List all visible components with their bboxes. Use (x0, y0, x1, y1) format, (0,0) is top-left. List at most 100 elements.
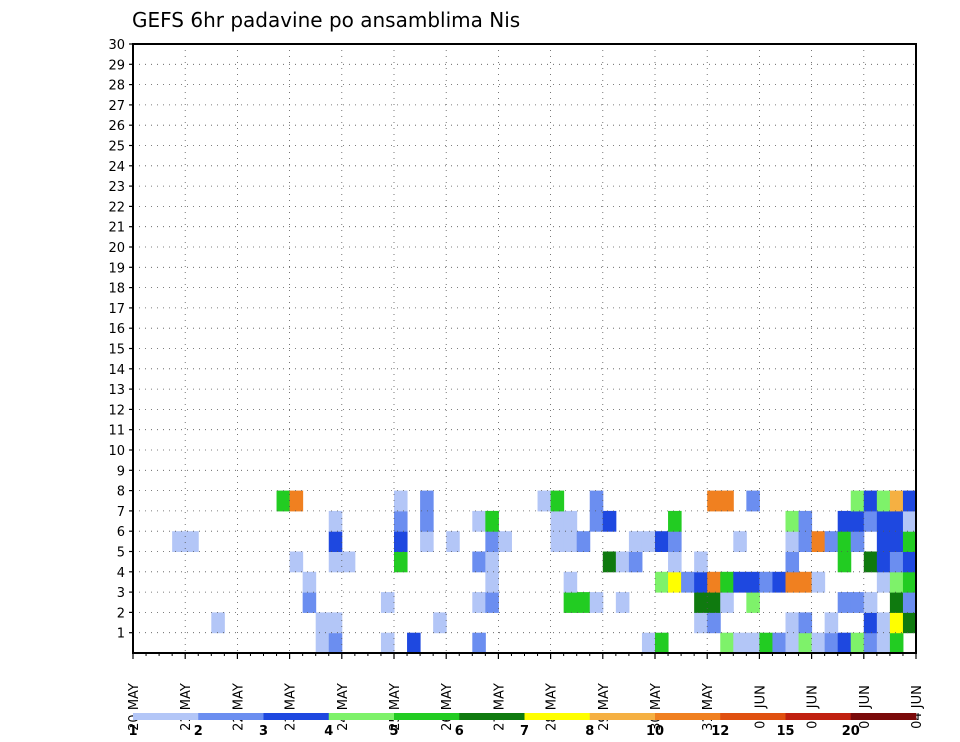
y-tick-label: 5 (117, 546, 125, 561)
y-tick-label: 28 (108, 79, 125, 94)
heatmap-cell (902, 551, 917, 573)
legend-label: 12 (711, 724, 729, 739)
y-tick-label: 2 (117, 606, 125, 621)
heatmap-cell (824, 531, 839, 552)
heatmap-cell (589, 510, 604, 532)
heatmap-cell (576, 531, 591, 552)
heatmap-cell (328, 551, 343, 573)
chart-title: GEFS 6hr padavine po ansamblima Nis (132, 8, 520, 32)
heatmap-cell (798, 510, 813, 532)
heatmap-cell (472, 632, 486, 654)
legend-swatch (589, 713, 656, 720)
heatmap-cell (902, 571, 917, 593)
heatmap-cell (681, 571, 695, 593)
y-tick-label: 25 (108, 140, 125, 155)
y-tick-label: 12 (108, 403, 125, 418)
heatmap-cell (420, 490, 434, 512)
heatmap-cell (837, 531, 852, 552)
heatmap-cells (172, 490, 917, 654)
y-tick-label: 4 (117, 566, 125, 581)
legend-label: 6 (455, 724, 464, 739)
y-tick-label: 16 (108, 322, 125, 337)
heatmap-cell (394, 551, 408, 573)
heatmap-cell (720, 571, 734, 593)
legend-swatch (263, 713, 330, 720)
x-tick-label: 26 MAY (440, 683, 455, 731)
heatmap-cell (798, 632, 813, 654)
heatmap-cell (902, 531, 917, 552)
heatmap-cell (589, 592, 604, 613)
heatmap-cell (628, 531, 643, 552)
x-tick-label: 24 MAY (336, 683, 351, 731)
heatmap-cell (759, 632, 773, 654)
heatmap-cell (824, 632, 839, 654)
heatmap-cell (328, 531, 343, 552)
y-tick-label: 24 (108, 160, 125, 175)
y-tick-label: 27 (108, 99, 125, 114)
legend-swatch (198, 713, 264, 720)
legend-label: 15 (776, 724, 794, 739)
heatmap-cell (341, 551, 356, 573)
heatmap-cell (498, 531, 512, 552)
heatmap-cell (889, 612, 904, 634)
heatmap-cell (850, 510, 865, 532)
x-tick-label: 23 MAY (284, 683, 299, 731)
heatmap-cell (302, 571, 317, 593)
x-tick-label: 21 MAY (179, 683, 194, 731)
heatmap-cell (902, 592, 917, 613)
y-tick-label: 3 (117, 586, 125, 601)
heatmap-cell (394, 510, 408, 532)
heatmap-cell (889, 632, 904, 654)
heatmap-cell (863, 612, 878, 634)
heatmap-cell (694, 571, 708, 593)
heatmap-cell (472, 592, 486, 613)
heatmap-cell (785, 632, 800, 654)
heatmap-cell (850, 490, 865, 512)
heatmap-cell (850, 531, 865, 552)
legend-label: 3 (259, 724, 268, 739)
heatmap-cell (485, 510, 499, 532)
heatmap-cell (785, 531, 800, 552)
heatmap-cell (863, 510, 878, 532)
heatmap-cell (746, 592, 760, 613)
heatmap-cell (550, 531, 565, 552)
x-tick-label: 28 MAY (545, 683, 560, 731)
heatmap-cell (811, 571, 826, 593)
heatmap-cell (837, 632, 852, 654)
heatmap-cell (628, 551, 643, 573)
heatmap-cell (785, 510, 800, 532)
heatmap-cell (889, 571, 904, 593)
heatmap-cell (576, 592, 591, 613)
heatmap-cell (902, 612, 917, 634)
y-tick-label: 19 (108, 261, 125, 276)
heatmap-cell (863, 551, 878, 573)
heatmap-cell (172, 531, 186, 552)
heatmap-cell (289, 551, 304, 573)
heatmap-cell (615, 592, 630, 613)
heatmap-cell (550, 510, 565, 532)
heatmap-cell (407, 632, 421, 654)
heatmap-cell (472, 510, 486, 532)
legend-swatch (328, 713, 395, 720)
heatmap-cell (302, 592, 317, 613)
x-tick-label: 04 JUN (910, 685, 925, 729)
heatmap-cell (876, 531, 891, 552)
heatmap-cell (537, 490, 552, 512)
legend-label: 7 (520, 724, 529, 739)
heatmap-cell (837, 592, 852, 613)
heatmap-cell (380, 632, 395, 654)
heatmap-cell (485, 592, 499, 613)
heatmap-cell (798, 531, 813, 552)
legend-label: 8 (585, 724, 594, 739)
heatmap-cell (733, 632, 747, 654)
heatmap-cell (811, 531, 826, 552)
heatmap-cell (668, 531, 682, 552)
heatmap-cell (837, 510, 852, 532)
x-tick-label: 22 MAY (231, 683, 246, 731)
heatmap-cell (563, 592, 578, 613)
heatmap-cell (380, 592, 395, 613)
heatmap-cell (720, 592, 734, 613)
heatmap-cell (328, 612, 343, 634)
y-tick-label: 9 (117, 464, 125, 479)
heatmap-cell (707, 592, 721, 613)
